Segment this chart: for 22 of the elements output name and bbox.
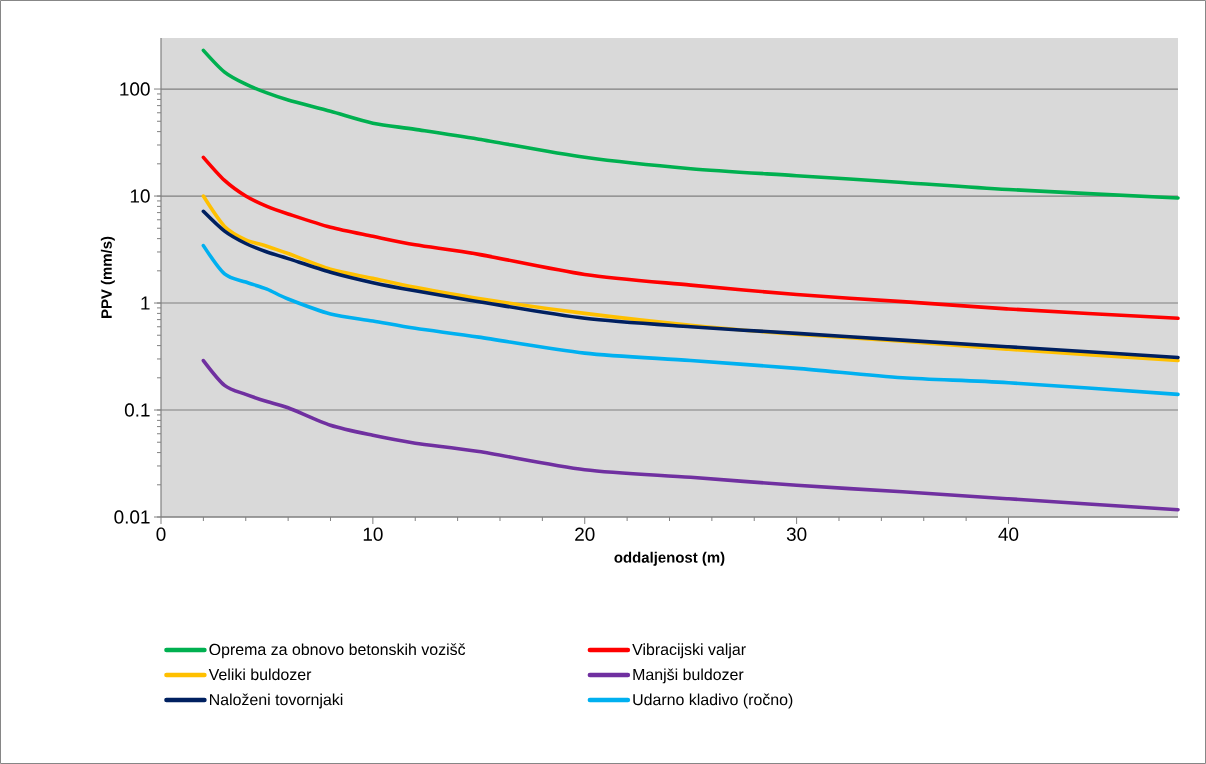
x-tick-label: 0 bbox=[156, 527, 166, 541]
y-tick-label: 0.01 bbox=[114, 510, 150, 524]
x-tick-label: 30 bbox=[786, 527, 807, 541]
y-tick-label: 1 bbox=[141, 296, 150, 310]
legend-label: Manjši buldozer bbox=[633, 668, 744, 684]
legend-label: Oprema za obnovo betonskih vozišč bbox=[209, 643, 466, 659]
line-series bbox=[201, 358, 1180, 512]
y-axis-title: PPV (mm/s) bbox=[100, 236, 115, 319]
y-tick-label: 100 bbox=[120, 82, 150, 96]
x-axis-title: oddaljenost (m) bbox=[614, 551, 725, 566]
legend-label: Udarno kladivo (ročno) bbox=[633, 693, 793, 709]
x-tick-label: 20 bbox=[575, 527, 595, 541]
line-series bbox=[201, 155, 1180, 321]
y-tick-label: 10 bbox=[130, 189, 150, 203]
x-tick-label: 40 bbox=[998, 527, 1019, 541]
legend-label: Vibracijski valjar bbox=[632, 643, 746, 659]
x-tick-label: 10 bbox=[363, 527, 383, 541]
legend-label: Veliki buldozer bbox=[208, 668, 312, 681]
line-series bbox=[201, 243, 1180, 397]
line-series bbox=[201, 48, 1180, 200]
legend-label: Naloženi tovornjaki bbox=[209, 693, 343, 709]
y-tick-label: 0.1 bbox=[124, 403, 150, 417]
